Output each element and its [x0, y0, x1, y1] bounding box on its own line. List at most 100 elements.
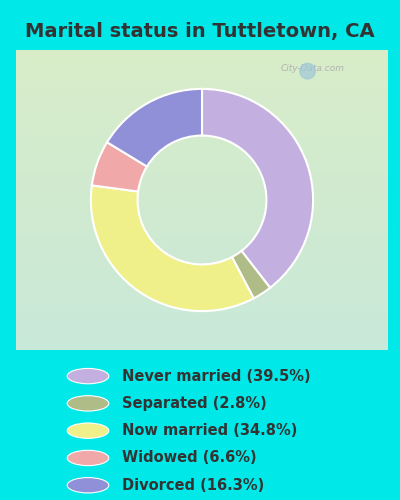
Bar	[16, 288, 388, 289]
Bar	[16, 213, 388, 214]
Text: Never married (39.5%): Never married (39.5%)	[122, 368, 311, 384]
Bar	[16, 283, 388, 284]
Bar	[16, 310, 388, 311]
Bar	[16, 201, 388, 202]
Bar	[16, 147, 388, 148]
Bar	[16, 117, 388, 118]
Bar	[16, 269, 388, 270]
Bar	[16, 273, 388, 274]
Bar	[16, 51, 388, 52]
Bar	[16, 263, 388, 264]
Bar	[16, 150, 388, 151]
Bar	[16, 229, 388, 230]
Bar	[16, 78, 388, 79]
Circle shape	[67, 396, 109, 411]
Bar	[16, 54, 388, 55]
Bar	[16, 55, 388, 56]
Bar	[16, 115, 388, 116]
Bar	[16, 144, 388, 145]
Bar	[16, 172, 388, 173]
Bar	[16, 114, 388, 115]
Bar	[16, 182, 388, 183]
Bar	[16, 282, 388, 283]
Bar	[16, 297, 388, 298]
Bar	[16, 228, 388, 229]
Bar	[16, 204, 388, 205]
Bar	[16, 183, 388, 184]
Bar	[16, 232, 388, 233]
Bar	[16, 126, 388, 127]
Bar	[16, 290, 388, 291]
Bar	[16, 278, 388, 279]
Bar	[16, 294, 388, 295]
Bar	[16, 215, 388, 216]
Bar	[16, 306, 388, 307]
Bar	[16, 304, 388, 305]
Bar	[16, 143, 388, 144]
Bar	[16, 179, 388, 180]
Bar	[16, 320, 388, 321]
Bar	[16, 308, 388, 309]
Bar	[16, 334, 388, 335]
Bar	[16, 106, 388, 107]
Bar	[16, 296, 388, 297]
Bar	[16, 339, 388, 340]
Bar	[16, 131, 388, 132]
Bar	[16, 148, 388, 149]
Bar	[16, 220, 388, 221]
Bar	[16, 66, 388, 67]
Bar	[16, 149, 388, 150]
Bar	[16, 259, 388, 260]
Bar	[16, 289, 388, 290]
Bar	[16, 192, 388, 193]
Bar	[16, 239, 388, 240]
Bar	[16, 324, 388, 325]
Bar	[16, 62, 388, 63]
Bar	[16, 260, 388, 261]
Bar	[16, 323, 388, 324]
Bar	[16, 287, 388, 288]
Bar	[16, 168, 388, 169]
Bar	[16, 119, 388, 120]
Bar	[16, 112, 388, 113]
Bar	[16, 300, 388, 301]
Bar	[16, 123, 388, 124]
Bar	[16, 262, 388, 263]
Wedge shape	[232, 251, 270, 298]
Bar	[16, 223, 388, 224]
Bar	[16, 257, 388, 258]
Bar	[16, 70, 388, 71]
Bar	[16, 225, 388, 226]
Bar	[16, 276, 388, 277]
Bar	[16, 293, 388, 294]
Bar	[16, 53, 388, 54]
Bar	[16, 110, 388, 111]
Bar	[16, 217, 388, 218]
Bar	[16, 127, 388, 128]
Text: Widowed (6.6%): Widowed (6.6%)	[122, 450, 257, 466]
Bar	[16, 349, 388, 350]
Bar	[16, 89, 388, 90]
Bar	[16, 68, 388, 69]
Bar	[16, 200, 388, 201]
Bar	[16, 336, 388, 337]
Bar	[16, 209, 388, 210]
Bar	[16, 210, 388, 211]
Bar	[16, 329, 388, 330]
Bar	[16, 275, 388, 276]
Bar	[16, 188, 388, 189]
Bar	[16, 326, 388, 327]
Bar	[16, 340, 388, 341]
Bar	[16, 284, 388, 285]
Bar	[16, 302, 388, 303]
Bar	[16, 245, 388, 246]
Bar	[16, 279, 388, 280]
Bar	[16, 72, 388, 73]
Bar	[16, 73, 388, 74]
Bar	[16, 83, 388, 84]
Bar	[16, 113, 388, 114]
Bar	[16, 99, 388, 100]
Bar	[16, 165, 388, 166]
Bar	[16, 197, 388, 198]
Text: Divorced (16.3%): Divorced (16.3%)	[122, 478, 264, 493]
